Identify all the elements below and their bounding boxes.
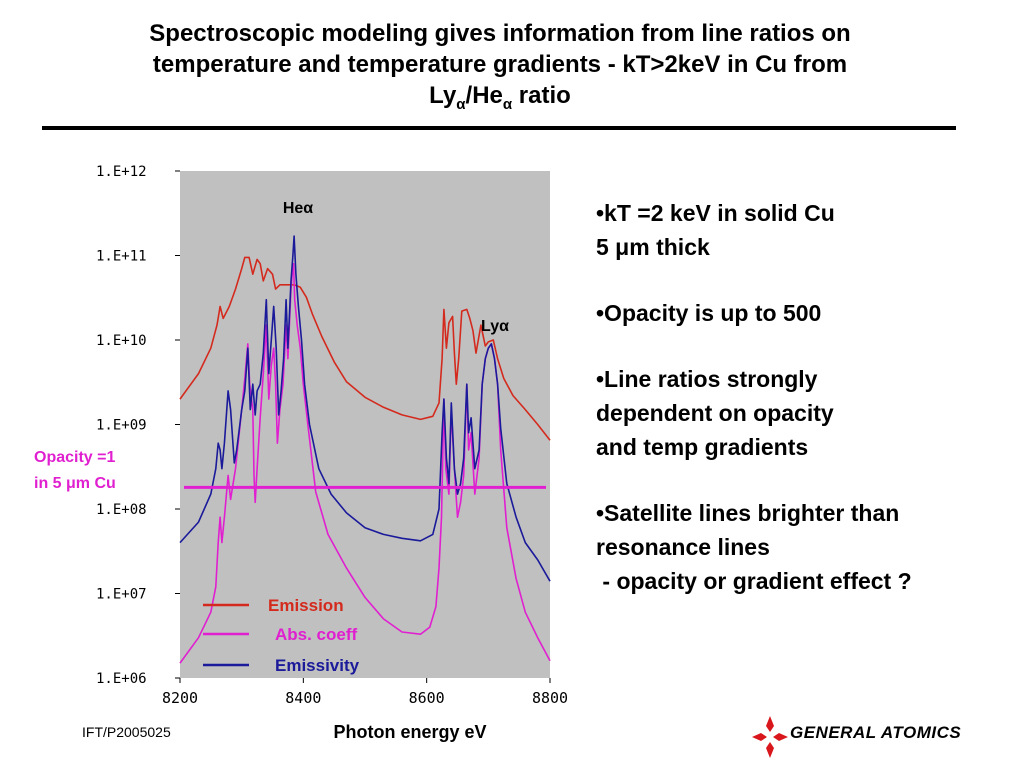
title-ly: Ly bbox=[429, 82, 457, 109]
x-tick-label: 8800 bbox=[532, 689, 568, 707]
bullet-4-line1: •Satellite lines brighter than bbox=[596, 500, 900, 526]
bullet-4-line3: - opacity or gradient effect ? bbox=[596, 568, 912, 594]
title-alpha-1: α bbox=[456, 95, 466, 113]
y-tick-label: 1.E+06 bbox=[96, 671, 147, 687]
bullet-3-line3: and temp gradients bbox=[596, 434, 809, 460]
title-ratio: ratio bbox=[512, 82, 571, 109]
bullet-3: •Line ratios strongly dependent on opaci… bbox=[596, 362, 1016, 464]
y-tick-label: 1.E+08 bbox=[96, 502, 147, 518]
y-tick-label: 1.E+07 bbox=[96, 587, 147, 603]
bullet-1-line2: 5 μm thick bbox=[596, 234, 710, 260]
legend-label: Emissivity bbox=[275, 656, 360, 675]
opacity-label-line2: in 5 μm Cu bbox=[34, 475, 116, 492]
bullet-2-line1: •Opacity is up to 500 bbox=[596, 300, 822, 326]
bullet-3-line2: dependent on opacity bbox=[596, 400, 834, 426]
bullet-3-line1: •Line ratios strongly bbox=[596, 366, 818, 392]
slide-id: IFT/P2005025 bbox=[82, 724, 171, 740]
title-alpha-2: α bbox=[502, 95, 513, 113]
plot-area bbox=[180, 171, 550, 678]
bullet-4-line2: resonance lines bbox=[596, 534, 770, 560]
x-axis-label: Photon energy eV bbox=[333, 722, 486, 742]
y-tick-label: 1.E+10 bbox=[96, 333, 147, 349]
annotation-he-alpha: Heα bbox=[283, 200, 313, 217]
opacity-label-line1: Opacity =1 bbox=[34, 449, 115, 466]
bullet-1-line1: •kT =2 keV in solid Cu bbox=[596, 200, 835, 226]
legend-label: Emission bbox=[268, 596, 344, 615]
x-tick-label: 8600 bbox=[409, 689, 445, 707]
bullet-1: •kT =2 keV in solid Cu 5 μm thick bbox=[596, 196, 1016, 264]
y-tick-label: 1.E+11 bbox=[96, 249, 147, 265]
bullet-4: •Satellite lines brighter than resonance… bbox=[596, 496, 1016, 598]
y-tick-label: 1.E+12 bbox=[96, 164, 147, 180]
annotation-ly-alpha: Lyα bbox=[481, 318, 509, 335]
title-he: He bbox=[472, 82, 503, 109]
general-atomics-logo-icon bbox=[752, 716, 788, 758]
series-line-emission bbox=[179, 256, 551, 441]
title-line1: Spectroscopic modeling gives information… bbox=[149, 20, 851, 47]
x-tick-label: 8200 bbox=[162, 689, 198, 707]
x-tick-label: 8400 bbox=[285, 689, 321, 707]
series-line-emissivity bbox=[179, 235, 551, 582]
spectrum-chart: 1.E+06 1.E+07 1.E+08 1.E+09 1.E+10 1.E+11 1.E+… bbox=[34, 164, 568, 742]
bullet-2: •Opacity is up to 500 bbox=[596, 296, 1016, 330]
y-tick-label: 1.E+09 bbox=[96, 418, 147, 434]
legend-label: Abs. coeff bbox=[275, 625, 358, 644]
logo-text: GENERAL ATOMICS bbox=[790, 723, 962, 742]
title-rule bbox=[42, 126, 956, 130]
slide-title: Spectroscopic modeling gives information… bbox=[149, 20, 851, 113]
bullet-list: •kT =2 keV in solid Cu 5 μm thick •Opaci… bbox=[596, 196, 1016, 630]
title-line2: temperature and temperature gradients - … bbox=[152, 51, 848, 78]
